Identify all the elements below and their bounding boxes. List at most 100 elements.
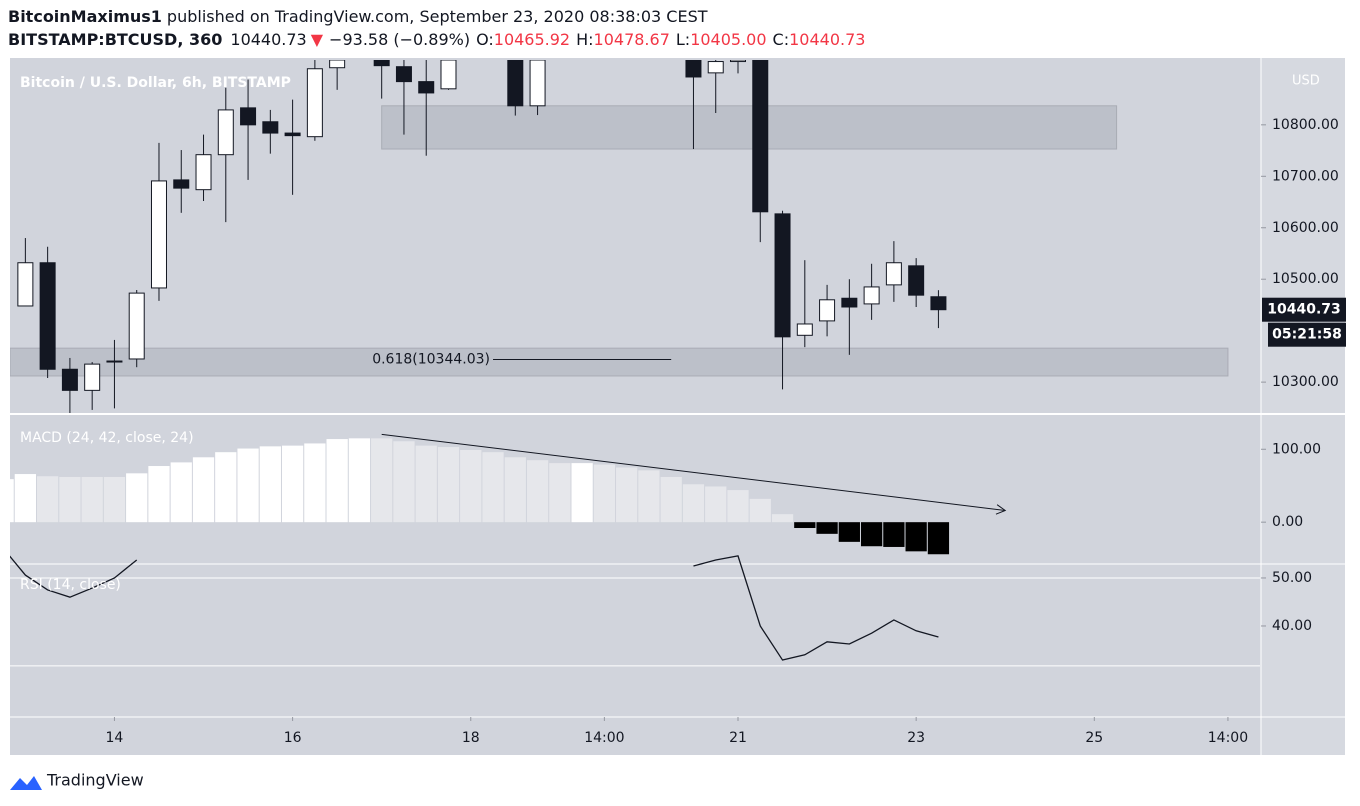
candle-body <box>240 107 257 126</box>
candle-body <box>84 363 101 391</box>
price: 10440.73 <box>230 30 306 49</box>
candle-body <box>507 60 524 107</box>
candle-body <box>885 262 902 286</box>
candle-body <box>39 262 56 370</box>
candle-body <box>395 66 412 83</box>
y-tick-label: 10500.00 <box>1272 271 1339 287</box>
histogram-bar <box>281 445 304 523</box>
histogram-bar <box>81 476 103 523</box>
y-tick-label: 10800.00 <box>1272 117 1339 133</box>
histogram-bar <box>460 449 482 523</box>
chart-title: Bitcoin / U.S. Dollar, 6h, BITSTAMP <box>20 75 291 91</box>
candle-body <box>373 60 390 67</box>
histogram-bar <box>348 438 371 523</box>
histogram-bar <box>616 467 638 523</box>
histogram-bar <box>660 476 682 523</box>
x-tick-label: 21 <box>729 730 747 746</box>
histogram-bar <box>37 476 59 523</box>
quote-value: 10478.67 <box>594 30 670 49</box>
histogram-bar <box>816 522 838 534</box>
candle-body <box>329 60 346 69</box>
quote-value: 10405.00 <box>690 30 766 49</box>
brand: TradingView <box>46 771 144 790</box>
histogram-bar <box>59 476 81 523</box>
rsi-panel <box>10 555 1260 667</box>
candle-body <box>128 292 145 360</box>
histogram-bar <box>794 522 816 529</box>
candle-body <box>796 323 813 336</box>
histogram-bar <box>838 522 860 542</box>
zone <box>10 347 1229 377</box>
y-tick-label: 40.00 <box>1272 618 1312 634</box>
candle-body <box>262 121 279 134</box>
histogram-bar <box>504 457 526 523</box>
candle-body <box>284 132 301 137</box>
histogram-bar <box>705 486 727 523</box>
quote-label: C: <box>773 30 790 49</box>
histogram-bar <box>482 452 504 523</box>
price-panel: 0.618(10344.03) <box>10 60 1229 413</box>
author: BitcoinMaximus1 <box>8 7 162 26</box>
histogram-bar <box>905 522 927 552</box>
x-tick-label: 18 <box>462 730 480 746</box>
histogram-bar <box>593 464 616 523</box>
last-price: 10440.73 <box>1267 302 1341 318</box>
candle-body <box>106 360 123 363</box>
trend-arrow <box>995 504 1007 515</box>
last-price-box <box>1262 297 1346 322</box>
y-tick-label: 10700.00 <box>1272 168 1339 184</box>
candle-body <box>61 368 78 391</box>
indicator-title: MACD (24, 42, close, 24) <box>20 430 194 446</box>
candle-body <box>841 297 858 308</box>
histogram-bar <box>126 473 148 523</box>
histogram-bar <box>237 448 259 523</box>
y-tick-label: 100.00 <box>1272 441 1321 457</box>
candle-body <box>774 213 791 338</box>
histogram-bar <box>170 462 192 523</box>
histogram-bar <box>883 522 905 547</box>
axes: 14 16 18 14:00 21 23 25 14:00 10300.00 10500.00 10… <box>20 74 1346 746</box>
candle-body <box>729 60 746 63</box>
y-tick-label: 10300.00 <box>1272 374 1339 390</box>
quote-value: 10465.92 <box>494 30 570 49</box>
quote-label: O: <box>476 30 494 49</box>
trend-line <box>381 433 1006 512</box>
candle-body <box>685 60 702 78</box>
indicator-title: RSI (14, close) <box>20 577 121 593</box>
quote-value: 10440.73 <box>789 30 865 49</box>
candle-body <box>306 68 323 138</box>
candle-body <box>418 81 435 94</box>
candle-body <box>217 109 234 156</box>
zone <box>381 105 1118 150</box>
histogram-bar <box>215 452 237 523</box>
chart-background <box>10 58 1345 755</box>
price-axis-background <box>1261 58 1345 755</box>
candle-body <box>930 296 947 311</box>
histogram-bar <box>727 490 749 523</box>
histogram-bar <box>304 443 326 523</box>
candle-body <box>908 265 925 296</box>
histogram-bar <box>749 498 771 523</box>
ohlc: O:10465.92 H:10478.67 L:10405.00 C:10440.73 <box>476 30 865 49</box>
quote-label: L: <box>676 30 690 49</box>
histogram-bar <box>10 479 14 523</box>
quote-line: BITSTAMP:BTCUSD, 360 10440.73 ▼ −93.58 (−0.… <box>8 30 865 49</box>
histogram-bar <box>682 484 705 523</box>
histogram-bar <box>371 438 393 523</box>
histogram-bar <box>103 476 126 523</box>
x-tick-label: 14:00 <box>1208 730 1248 746</box>
candle-body <box>173 179 190 189</box>
histogram-bar <box>326 439 348 523</box>
published: published on TradingView.com, September … <box>167 7 708 26</box>
histogram-bar <box>415 445 437 523</box>
x-tick-label: 16 <box>284 730 302 746</box>
rsi-line <box>693 555 939 661</box>
histogram-bar <box>148 466 170 523</box>
histogram-bar <box>549 463 571 523</box>
y-tick-label: 0.00 <box>1272 514 1303 530</box>
histogram-bar <box>437 447 460 523</box>
quote-label: H: <box>576 30 593 49</box>
candle-body <box>819 299 836 322</box>
candle-body <box>150 180 167 289</box>
